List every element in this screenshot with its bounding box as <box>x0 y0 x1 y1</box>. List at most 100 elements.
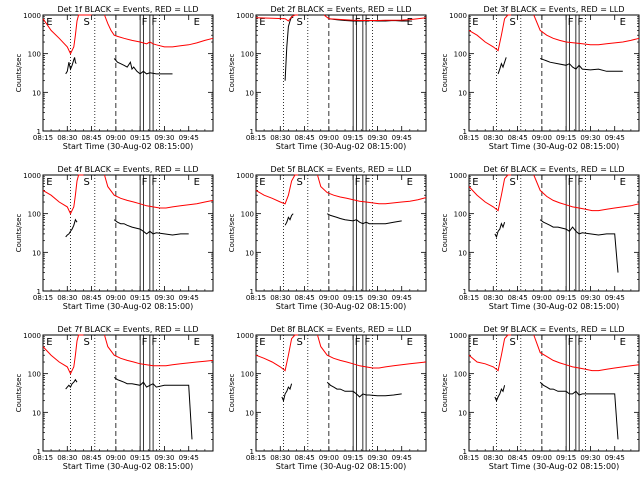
x-axis-label: Start Time (30-Aug-02 08:15:00) <box>63 302 194 311</box>
y-tick-label: 1 <box>250 288 254 296</box>
interval-letter: F <box>151 177 157 188</box>
x-tick-label: 09:30 <box>580 294 600 302</box>
x-axis-label: Start Time (30-Aug-02 08:15:00) <box>276 462 407 471</box>
x-tick-label: 08:15 <box>246 134 266 142</box>
detector-panel-4: Det 4f BLACK = Events, RED = LLD 1 10 100 10… <box>15 165 214 311</box>
y-axis-label: Counts/sec <box>441 214 449 253</box>
x-tick-label: 08:15 <box>459 134 479 142</box>
interval-letter: E <box>194 177 200 188</box>
events-series-line <box>326 213 402 225</box>
y-tick-label: 100 <box>28 51 41 59</box>
x-tick-label: 09:45 <box>179 134 199 142</box>
x-axis-label: Start Time (30-Aug-02 08:15:00) <box>489 462 620 471</box>
y-tick-label: 10 <box>458 409 467 417</box>
y-tick-label: 1 <box>463 128 467 136</box>
y-tick-label: 100 <box>241 211 254 219</box>
y-tick-label: 1000 <box>236 172 254 180</box>
interval-letter: F <box>355 17 361 28</box>
lld-series-line <box>104 14 214 48</box>
y-axis-label: Counts/sec <box>228 54 236 93</box>
events-series-line <box>284 16 294 81</box>
y-tick-label: 1000 <box>236 12 254 20</box>
interval-letter: E <box>407 17 413 28</box>
y-tick-label: 100 <box>454 51 467 59</box>
y-tick-label: 1 <box>250 448 254 456</box>
x-tick-label: 09:00 <box>532 294 552 302</box>
y-tick-label: 10 <box>32 89 41 97</box>
interval-letter: F <box>364 177 370 188</box>
events-series-line <box>284 213 294 226</box>
lld-series-line <box>317 334 427 369</box>
interval-letter: F <box>568 177 574 188</box>
x-tick-label: 09:45 <box>179 294 199 302</box>
x-tick-label: 08:30 <box>57 454 77 462</box>
x-tick-label: 09:45 <box>392 294 412 302</box>
x-tick-label: 09:45 <box>179 454 199 462</box>
x-tick-label: 09:30 <box>367 454 387 462</box>
y-tick-label: 1000 <box>236 332 254 340</box>
x-tick-label: 08:45 <box>294 294 314 302</box>
x-tick-label: 09:15 <box>130 134 150 142</box>
x-tick-label: 08:15 <box>33 454 53 462</box>
x-tick-label: 09:30 <box>367 294 387 302</box>
x-axis-label: Start Time (30-Aug-02 08:15:00) <box>489 142 620 151</box>
interval-letter: S <box>509 17 515 28</box>
y-tick-label: 10 <box>32 409 41 417</box>
x-axis-label: Start Time (30-Aug-02 08:15:00) <box>276 302 407 311</box>
x-tick-label: 09:30 <box>154 294 174 302</box>
y-tick-label: 100 <box>241 51 254 59</box>
y-axis-label: Counts/sec <box>441 54 449 93</box>
x-tick-label: 09:00 <box>532 134 552 142</box>
y-tick-label: 1 <box>463 288 467 296</box>
lld-series-line <box>42 14 92 55</box>
x-tick-label: 09:00 <box>319 454 339 462</box>
interval-letter: F <box>364 17 370 28</box>
x-tick-label: 09:15 <box>556 134 576 142</box>
detector-panel-3: Det 3f BLACK = Events, RED = LLD 1 10 100 10… <box>441 5 640 151</box>
x-tick-label: 09:45 <box>605 454 625 462</box>
x-tick-label: 08:45 <box>294 454 314 462</box>
interval-letter: F <box>142 177 148 188</box>
detector-panel-6: Det 6f BLACK = Events, RED = LLD 1 10 100 10… <box>441 165 640 311</box>
interval-letter: E <box>472 337 478 348</box>
events-series-line <box>281 383 293 403</box>
plot-frame <box>255 174 427 292</box>
interval-letter: F <box>151 337 157 348</box>
y-tick-label: 10 <box>245 89 254 97</box>
x-tick-label: 09:15 <box>130 454 150 462</box>
plot-frame <box>42 14 214 132</box>
interval-letter: E <box>46 177 52 188</box>
y-axis-label: Counts/sec <box>441 374 449 413</box>
y-tick-label: 100 <box>241 371 254 379</box>
interval-letter: S <box>296 337 302 348</box>
panel-title: Det 5f BLACK = Events, RED = LLD <box>270 165 411 174</box>
lld-series-line <box>533 334 640 372</box>
x-tick-label: 09:00 <box>319 134 339 142</box>
y-tick-label: 1 <box>463 448 467 456</box>
y-tick-label: 100 <box>454 371 467 379</box>
interval-letter: F <box>355 337 361 348</box>
interval-letter: E <box>194 17 200 28</box>
lld-series-line <box>255 174 299 205</box>
interval-letter: E <box>46 17 52 28</box>
y-tick-label: 1 <box>37 448 41 456</box>
x-tick-label: 09:15 <box>343 454 363 462</box>
x-tick-label: 08:30 <box>57 294 77 302</box>
y-axis-label: Counts/sec <box>15 54 23 93</box>
x-tick-label: 09:00 <box>532 454 552 462</box>
lld-series-line <box>533 174 640 212</box>
plot-frame <box>468 174 640 292</box>
interval-letter: S <box>296 17 302 28</box>
x-tick-label: 09:30 <box>580 134 600 142</box>
detector-panel-5: Det 5f BLACK = Events, RED = LLD 1 10 100 10… <box>228 165 427 311</box>
events-series-line <box>65 57 77 75</box>
x-tick-label: 08:30 <box>270 294 290 302</box>
lld-series-line <box>42 334 84 375</box>
y-axis-label: Counts/sec <box>15 214 23 253</box>
x-tick-label: 09:00 <box>106 454 126 462</box>
x-tick-label: 08:15 <box>33 134 53 142</box>
x-tick-label: 08:30 <box>270 134 290 142</box>
x-tick-label: 08:45 <box>507 134 527 142</box>
x-tick-label: 08:30 <box>483 134 503 142</box>
